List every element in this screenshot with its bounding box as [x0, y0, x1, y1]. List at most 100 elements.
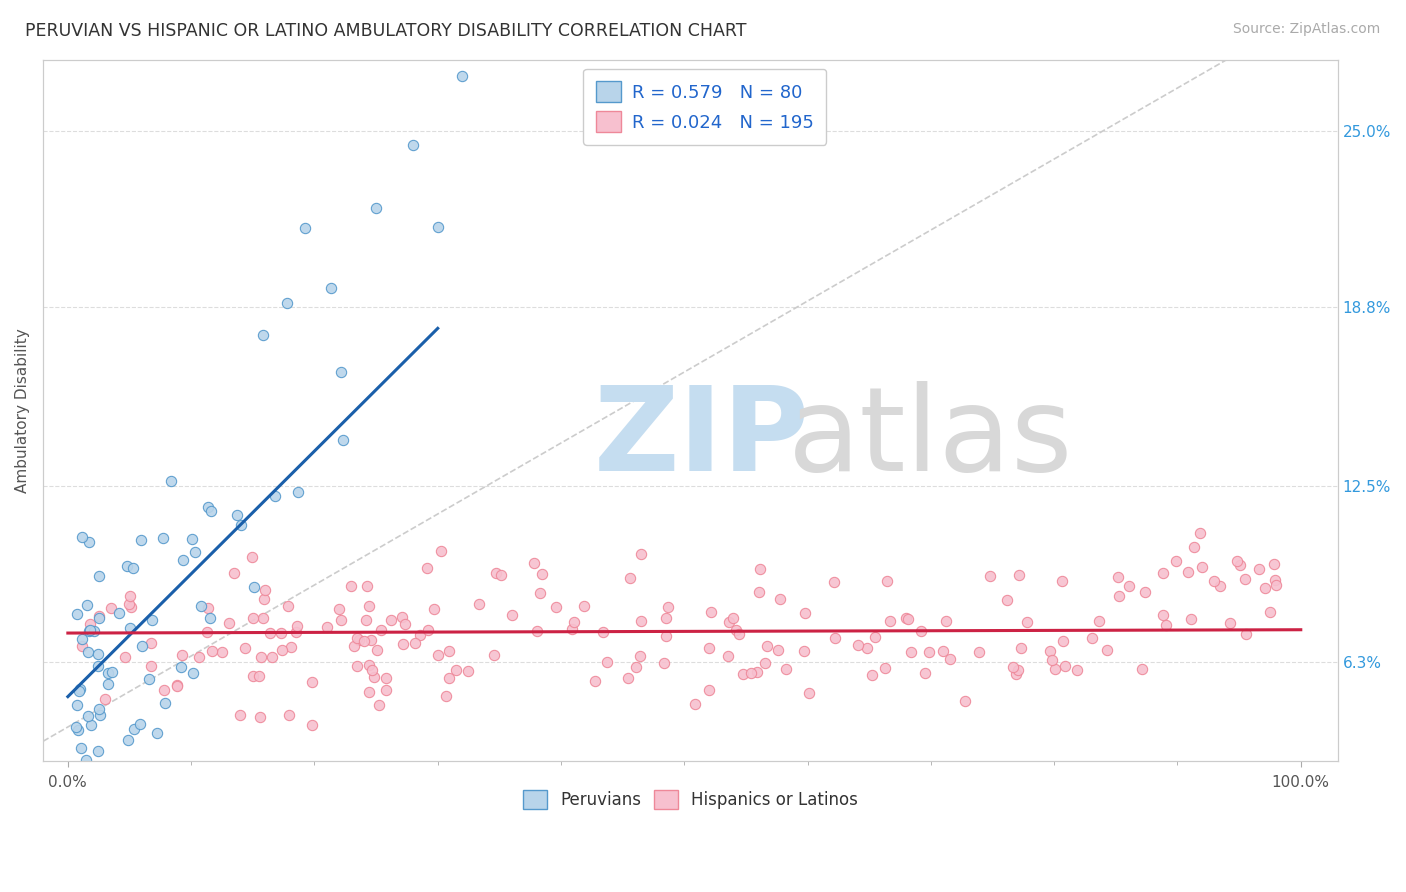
- Point: [70, 530, 93, 544]
- Point: [129, 717, 152, 731]
- Point: [252, 592, 274, 607]
- Point: [562, 615, 585, 629]
- Point: [873, 661, 896, 675]
- Point: [141, 635, 163, 649]
- Point: [485, 566, 508, 580]
- Point: [979, 568, 1001, 582]
- Point: [718, 615, 741, 630]
- Text: PERUVIAN VS HISPANIC OR LATINO AMBULATORY DISABILITY CORRELATION CHART: PERUVIAN VS HISPANIC OR LATINO AMBULATOR…: [25, 22, 747, 40]
- Point: [1182, 541, 1205, 555]
- Point: [583, 673, 606, 688]
- Point: [211, 645, 233, 659]
- Point: [967, 645, 990, 659]
- Point: [187, 649, 209, 664]
- Text: atlas: atlas: [787, 381, 1073, 496]
- Point: [721, 610, 744, 624]
- Point: [328, 601, 350, 615]
- Point: [65, 698, 87, 713]
- Point: [280, 640, 302, 654]
- Point: [66, 723, 89, 737]
- Point: [197, 624, 219, 639]
- Point: [242, 610, 264, 624]
- Point: [1264, 577, 1286, 591]
- Point: [197, 601, 219, 615]
- Point: [1263, 557, 1285, 571]
- Point: [1088, 614, 1111, 628]
- Point: [97, 777, 120, 791]
- Point: [80, 718, 103, 732]
- Point: [655, 629, 678, 643]
- Point: [75, 754, 97, 768]
- Point: [523, 556, 546, 570]
- Point: [170, 660, 193, 674]
- Point: [1233, 572, 1256, 586]
- Point: [1264, 574, 1286, 588]
- Point: [97, 666, 120, 681]
- Point: [1130, 662, 1153, 676]
- Point: [900, 645, 922, 659]
- Point: [427, 648, 450, 662]
- Point: [190, 599, 212, 613]
- Point: [94, 691, 117, 706]
- Point: [652, 657, 675, 671]
- Point: [860, 668, 883, 682]
- Point: [259, 626, 281, 640]
- Point: [1010, 641, 1032, 656]
- Point: [83, 777, 105, 791]
- Point: [409, 628, 432, 642]
- Point: [222, 566, 245, 581]
- Point: [233, 640, 256, 655]
- Point: [596, 655, 619, 669]
- Point: [107, 606, 129, 620]
- Point: [404, 636, 426, 650]
- Point: [114, 650, 136, 665]
- Point: [65, 720, 87, 734]
- Point: [748, 585, 770, 599]
- Point: [1005, 666, 1028, 681]
- Point: [276, 295, 298, 310]
- Point: [1180, 612, 1202, 626]
- Y-axis label: Ambulatory Disability: Ambulatory Disability: [15, 328, 30, 492]
- Point: [939, 652, 962, 666]
- Point: [733, 667, 755, 681]
- Point: [359, 658, 381, 673]
- Point: [717, 649, 740, 664]
- Point: [240, 549, 263, 564]
- Point: [768, 643, 790, 657]
- Point: [316, 620, 339, 634]
- Point: [1156, 618, 1178, 632]
- Point: [1054, 658, 1077, 673]
- Point: [865, 630, 887, 644]
- Point: [115, 558, 138, 573]
- Point: [1133, 585, 1156, 599]
- Point: [218, 615, 240, 630]
- Point: [160, 474, 183, 488]
- Point: [301, 718, 323, 732]
- Point: [356, 579, 378, 593]
- Point: [434, 689, 457, 703]
- Point: [1050, 574, 1073, 589]
- Point: [360, 632, 382, 647]
- Point: [349, 632, 371, 647]
- Point: [67, 684, 90, 698]
- Point: [247, 669, 270, 683]
- Point: [83, 624, 105, 639]
- Point: [430, 543, 453, 558]
- Point: [120, 621, 142, 635]
- Point: [572, 599, 595, 613]
- Point: [117, 733, 139, 747]
- Point: [146, 726, 169, 740]
- Point: [120, 589, 142, 603]
- Point: [254, 583, 277, 598]
- Point: [166, 679, 188, 693]
- Point: [953, 694, 976, 708]
- Point: [87, 569, 110, 583]
- Point: [1066, 663, 1088, 677]
- Point: [76, 709, 98, 723]
- Point: [1052, 634, 1074, 648]
- Point: [319, 281, 342, 295]
- Point: [330, 613, 353, 627]
- Point: [619, 571, 641, 585]
- Point: [775, 661, 797, 675]
- Point: [76, 598, 98, 612]
